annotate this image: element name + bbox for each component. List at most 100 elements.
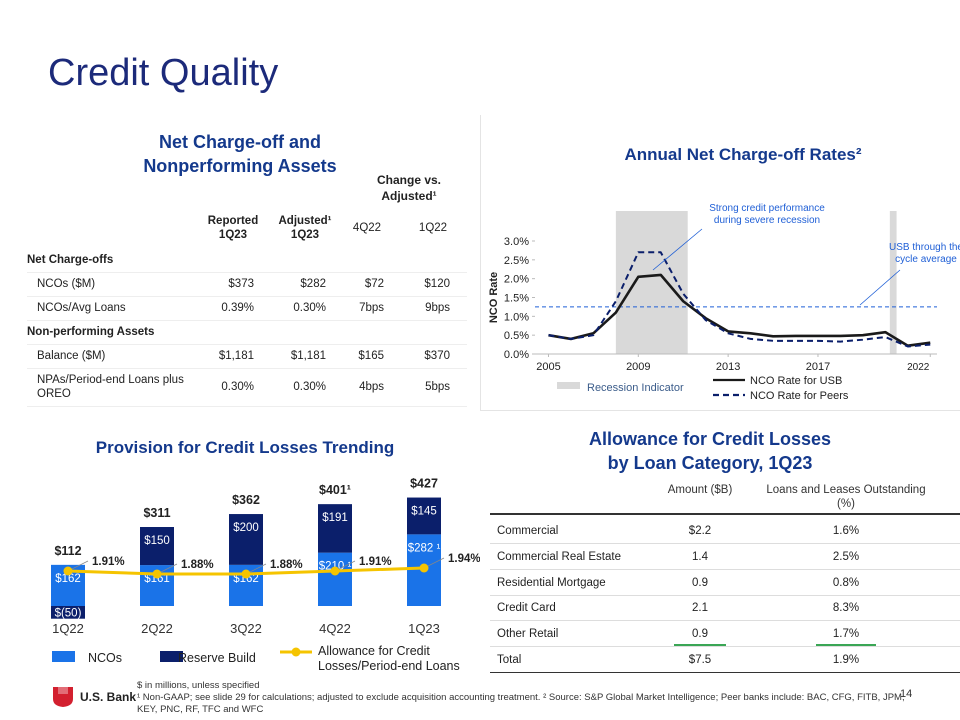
column-header: 1Q22 bbox=[418, 222, 448, 234]
total-label: $401¹ bbox=[319, 483, 351, 497]
label-leader bbox=[71, 560, 89, 570]
row-rule bbox=[490, 646, 960, 648]
footnote: $ in millions, unless specified bbox=[137, 680, 260, 691]
total-label: $311 bbox=[143, 506, 170, 520]
logo-text: U.S. Bank bbox=[80, 690, 137, 704]
cell: $120 bbox=[424, 278, 450, 290]
bar-label: $162 bbox=[55, 573, 81, 585]
row-rule bbox=[27, 320, 467, 321]
y-tick-label: 1.5% bbox=[504, 293, 529, 305]
row-rule bbox=[490, 543, 960, 544]
cell: $370 bbox=[424, 350, 450, 362]
bar-label: $282 ¹ bbox=[408, 542, 441, 554]
row-section: Non-performing Assets bbox=[27, 326, 155, 338]
x-tick-label: 2022 bbox=[907, 362, 930, 373]
bar-label: $200 bbox=[233, 522, 259, 534]
cell: 0.8% bbox=[832, 576, 860, 589]
row-section: Net Charge-offs bbox=[27, 254, 114, 266]
total-label: $427 bbox=[410, 477, 438, 491]
bar-label: $191 bbox=[322, 512, 348, 524]
bar-label: $(50) bbox=[55, 607, 82, 619]
cell: $7.5 bbox=[688, 654, 712, 666]
cell: 1.9% bbox=[832, 654, 860, 666]
point-label: 1.91% bbox=[359, 556, 392, 568]
y-tick-label: 0.5% bbox=[504, 330, 529, 342]
row-rule bbox=[490, 672, 960, 673]
cell: $165 bbox=[358, 350, 384, 362]
section-title: Allowance for Credit Losses bbox=[588, 429, 832, 449]
highlight-underline bbox=[674, 644, 726, 647]
cell: 0.30% bbox=[221, 381, 254, 393]
row-rule bbox=[27, 406, 467, 407]
bar-segment bbox=[51, 606, 85, 619]
cell: $282 bbox=[300, 278, 326, 290]
cell: 0.39% bbox=[221, 302, 254, 314]
line-series bbox=[548, 251, 931, 348]
y-tick-label: 3.0% bbox=[504, 236, 529, 248]
column-header: Adjusted¹ 1Q23 bbox=[278, 215, 332, 241]
y-axis-label: NCO Rate bbox=[488, 272, 500, 323]
x-tick-label: 4Q22 bbox=[319, 621, 351, 636]
x-tick-label: 2009 bbox=[626, 361, 650, 373]
cell: 5bps bbox=[425, 381, 450, 393]
slide-title: Credit Quality bbox=[48, 52, 279, 94]
section-title: Nonperforming Assets bbox=[143, 156, 337, 176]
row-label: NCOs ($M) bbox=[37, 278, 96, 290]
point-label: 1.91% bbox=[92, 556, 125, 568]
cell: 0.30% bbox=[293, 302, 326, 314]
row-rule bbox=[490, 594, 960, 596]
divider bbox=[480, 115, 481, 410]
cell: 0.9 bbox=[692, 628, 708, 641]
row-label: Other Retail bbox=[497, 628, 559, 641]
row-rule bbox=[490, 568, 960, 570]
chart-title: Provision for Credit Losses Trending bbox=[96, 438, 395, 457]
legend-label: NCOs bbox=[88, 651, 122, 665]
annotation-leader bbox=[859, 269, 901, 306]
x-tick-label: 2017 bbox=[806, 361, 830, 373]
section-title: Net Charge-off and bbox=[159, 132, 321, 152]
y-tick-label: 1.0% bbox=[504, 311, 529, 323]
cell: 9bps bbox=[425, 302, 450, 314]
line-chart: Annual Net Charge-off Rates² 0.0% 0.5% 1.0%… bbox=[488, 145, 960, 402]
legend-swatch bbox=[160, 651, 183, 662]
header-rule bbox=[490, 513, 960, 515]
bar-label: $162 bbox=[233, 573, 259, 585]
page-number: 14 bbox=[900, 688, 913, 700]
point-label: 1.94% bbox=[448, 553, 480, 565]
x-tick-label: 3Q22 bbox=[230, 621, 262, 636]
x-tick-label: 2Q22 bbox=[141, 621, 173, 636]
row-label: Credit Card bbox=[497, 602, 556, 615]
row-label: Total bbox=[497, 654, 522, 666]
line-point bbox=[152, 569, 162, 579]
group-header: Change vs. Adjusted¹ bbox=[376, 173, 442, 203]
legend-swatch bbox=[557, 382, 580, 389]
row-rule bbox=[27, 296, 467, 297]
point-label: 1.88% bbox=[181, 559, 214, 571]
cell: 0.9 bbox=[692, 576, 708, 589]
allowance-table: Allowance for Credit Losses by Loan Categ… bbox=[480, 415, 960, 680]
row-label: Residential Mortgage bbox=[497, 576, 606, 589]
annotation: USB through the cycle average bbox=[889, 242, 960, 265]
legend-swatch bbox=[52, 651, 75, 662]
cell: 4bps bbox=[359, 381, 384, 393]
cell: 2.5% bbox=[832, 550, 860, 563]
footnote: ¹ Non-GAAP; see slide 29 for calculation… bbox=[137, 692, 905, 715]
annotation-leader bbox=[652, 228, 703, 271]
x-tick-label: 1Q22 bbox=[52, 621, 84, 636]
legend-label: Allowance for Credit Losses/Period-end Lo… bbox=[318, 644, 460, 673]
section-title: by Loan Category, 1Q23 bbox=[607, 453, 813, 473]
cell: 8.3% bbox=[832, 602, 860, 615]
point-label: 1.88% bbox=[270, 559, 303, 571]
legend-swatch bbox=[291, 647, 301, 657]
bar-segment bbox=[229, 514, 263, 565]
annotation: Strong credit performance during severe r… bbox=[709, 203, 825, 226]
cell: 1.6% bbox=[832, 525, 860, 537]
highlight-underline bbox=[816, 644, 876, 647]
line-point bbox=[241, 569, 251, 579]
y-tick-label: 0.0% bbox=[504, 349, 529, 361]
bar-label: $145 bbox=[411, 506, 437, 518]
row-label: Balance ($M) bbox=[37, 350, 106, 362]
cell: 1.4 bbox=[692, 550, 708, 563]
total-label: $362 bbox=[232, 493, 260, 507]
bar-segment bbox=[318, 504, 352, 553]
